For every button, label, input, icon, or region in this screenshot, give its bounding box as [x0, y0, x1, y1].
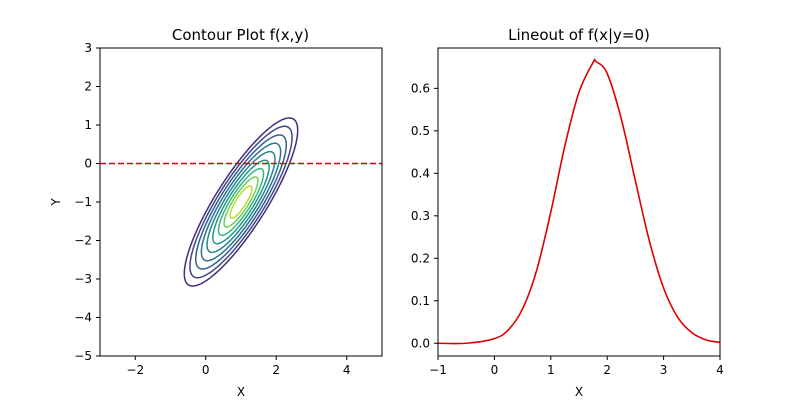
1-y-tick-label: 0.4: [411, 166, 430, 180]
contour-level-3: [195, 134, 287, 270]
contour-panel: Contour Plot f(x,y) −2 0 2 4 3 2 1 0 −1 −2 −3 −4 −5…: [49, 26, 383, 399]
0-x-tick-label: 2: [272, 363, 280, 377]
contour-level-7: [217, 167, 265, 237]
1-y-tick-label: 0.0: [411, 336, 430, 350]
0-y-tick-label: 3: [84, 41, 92, 55]
contour-level-4: [200, 142, 282, 262]
contour-x-axis-label: X: [237, 385, 245, 399]
contour-y-axis-label: Y: [49, 198, 63, 207]
1-x-tick-label: 2: [603, 363, 611, 377]
1-y-tick-label: 0.3: [411, 209, 430, 223]
0-x-tick-label: 4: [343, 363, 351, 377]
contour-level-8: [223, 176, 259, 228]
contour-y-ticks: 3 2 1 0 −1 −2 −3 −4 −5: [74, 41, 100, 363]
lineout-y-ticks: 0.0 0.1 0.2 0.3 0.4 0.5 0.6: [411, 81, 438, 350]
contour-axes-frame: [99, 47, 383, 357]
1-y-tick-label: 0.2: [411, 251, 430, 265]
1-y-tick-label: 0.5: [411, 124, 430, 138]
0-y-tick-label: −2: [74, 234, 92, 248]
0-y-tick-label: −4: [74, 311, 92, 325]
0-y-tick-label: 0: [84, 157, 92, 171]
lineout-axes-frame: [437, 47, 721, 357]
1-x-tick-label: 1: [547, 363, 555, 377]
lineout-x-axis-label: X: [575, 385, 583, 399]
lineout-plot-area: [437, 58, 721, 345]
0-y-tick-label: −1: [74, 195, 92, 209]
lineout-x-ticks: −1 0 1 2 3 4: [429, 356, 724, 377]
contour-level-2: [189, 125, 293, 279]
contour-plot-area: [100, 117, 382, 287]
contour-level-5: [206, 150, 276, 254]
lineout-series-line: [437, 58, 721, 345]
0-y-tick-label: 1: [84, 118, 92, 132]
lineout-title: Lineout of f(x|y=0): [508, 26, 650, 44]
contour-title: Contour Plot f(x,y): [172, 26, 309, 44]
1-x-tick-label: 4: [716, 363, 724, 377]
0-y-tick-label: −5: [74, 349, 92, 363]
1-y-tick-label: 0.6: [411, 81, 430, 95]
1-x-tick-label: 0: [491, 363, 499, 377]
0-x-tick-label: 0: [202, 363, 210, 377]
1-x-tick-label: −1: [429, 363, 447, 377]
0-y-tick-label: −3: [74, 272, 92, 286]
contour-level-1: [183, 117, 299, 287]
0-y-tick-label: 2: [84, 80, 92, 94]
1-y-tick-label: 0.1: [411, 294, 430, 308]
contour-level-9: [229, 185, 253, 219]
contour-level-6: [212, 159, 270, 245]
1-x-tick-label: 3: [660, 363, 668, 377]
0-x-tick-label: −2: [126, 363, 144, 377]
lineout-panel: Lineout of f(x|y=0) −1 0 1 2 3 4 0.0 0.1 0.2 0.3…: [411, 26, 724, 399]
contour-x-ticks: −2 0 2 4: [126, 356, 351, 377]
